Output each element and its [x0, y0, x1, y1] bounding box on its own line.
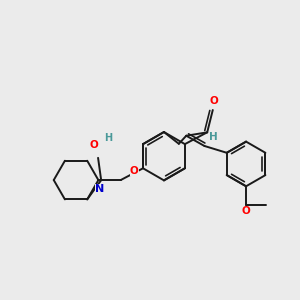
Text: O: O: [242, 206, 250, 216]
Text: O: O: [210, 96, 219, 106]
Text: H: H: [209, 132, 218, 142]
Text: O: O: [130, 166, 139, 176]
Text: N: N: [95, 184, 105, 194]
Text: O: O: [90, 140, 98, 149]
Text: H: H: [104, 133, 112, 143]
